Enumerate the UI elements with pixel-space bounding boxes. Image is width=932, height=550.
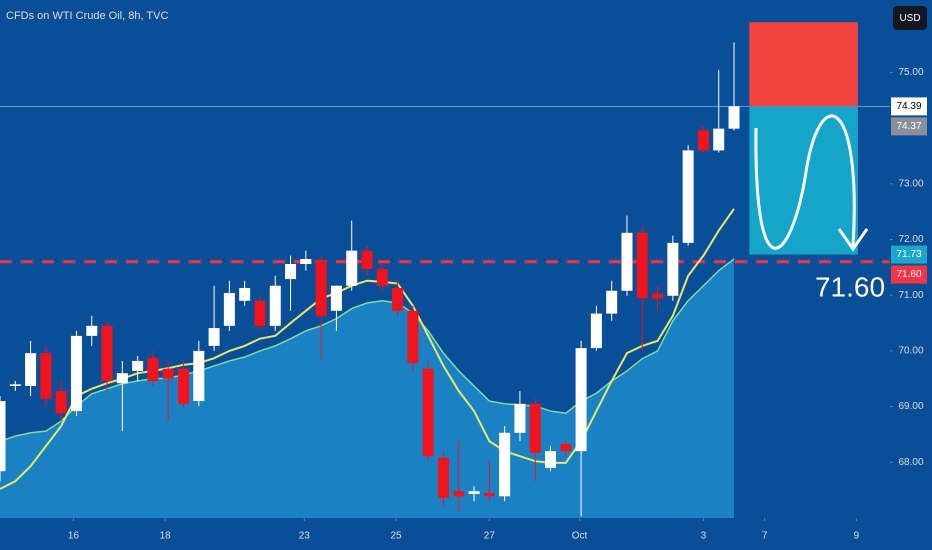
candle-body — [453, 491, 465, 497]
price-marker — [891, 97, 927, 116]
candle-body — [652, 293, 664, 299]
candle-body — [575, 348, 587, 452]
candle-body — [667, 242, 679, 296]
price-axis: 16 18 23 25 27 Oct 3 7 9 75.00 73.00 72.00 71.00 70.0… — [68, 67, 927, 542]
candle-body — [162, 368, 174, 379]
candle-body — [86, 325, 98, 336]
candle-body — [483, 492, 495, 497]
candle-body — [697, 130, 709, 151]
candle-body — [560, 443, 572, 452]
x-tick-label: Oct — [572, 531, 588, 542]
candle-body — [300, 259, 312, 265]
price-marker — [891, 245, 927, 264]
y-tick-label: 72.00 — [898, 234, 923, 245]
x-tick-label: 25 — [391, 531, 403, 542]
candle-body — [178, 368, 190, 404]
y-tick-label: 71.00 — [898, 290, 923, 301]
candle-body — [392, 287, 404, 311]
candle-body — [407, 310, 419, 364]
candle-body — [636, 232, 648, 298]
overlay — [754, 114, 869, 252]
currency-label: USD — [899, 13, 920, 24]
candle-body — [437, 457, 449, 498]
candle-body — [315, 260, 327, 316]
candle-body — [147, 358, 159, 381]
x-tick-label: 16 — [68, 531, 80, 542]
candle-body — [9, 384, 21, 386]
candle-body — [606, 290, 618, 314]
x-tick-label: 27 — [484, 531, 496, 542]
projection-arrowhead — [837, 228, 869, 252]
candle-body — [0, 401, 6, 472]
candle-body — [545, 451, 557, 468]
plot-area — [0, 22, 890, 518]
candle-body — [713, 128, 725, 151]
candle-body — [529, 403, 541, 453]
candle-body — [55, 391, 67, 414]
candle-body — [101, 325, 113, 381]
target-annotation: 71.60 — [815, 271, 885, 302]
candle-body — [361, 250, 373, 270]
candle-body — [193, 350, 205, 402]
x-tick-label: 18 — [160, 531, 172, 542]
projection-curve — [754, 114, 856, 250]
candle-body — [132, 360, 144, 371]
candle-body — [25, 353, 37, 386]
y-tick-label: 70.00 — [898, 346, 923, 357]
candle-body — [499, 432, 511, 497]
candle-body — [254, 300, 266, 326]
price-marker-label: 71.73 — [896, 249, 921, 260]
y-tick-label: 68.00 — [898, 457, 923, 468]
candle-body — [208, 328, 220, 346]
candle-body — [728, 106, 740, 129]
candle-body — [40, 353, 52, 399]
candle-body — [346, 250, 358, 286]
candle-body — [269, 285, 281, 326]
candle-body — [70, 335, 82, 412]
price-marker-label: 71.60 — [896, 269, 921, 280]
candle-body — [330, 285, 342, 311]
candle-body — [422, 368, 434, 457]
currency-button[interactable] — [893, 6, 927, 30]
candle-body — [116, 373, 128, 384]
stop-zone — [749, 22, 858, 107]
x-tick-label: 3 — [701, 531, 707, 542]
candle-body — [468, 491, 480, 495]
candle-body — [514, 403, 526, 433]
candle-body — [682, 150, 694, 243]
candle-body — [590, 313, 602, 349]
x-tick-label: 7 — [762, 531, 768, 542]
candle-body — [376, 269, 388, 286]
x-tick-label: 23 — [299, 531, 311, 542]
x-tick-label: 9 — [854, 531, 860, 542]
price-marker — [891, 265, 927, 284]
price-marker-label: 74.39 — [896, 101, 921, 112]
y-tick-label: 75.00 — [898, 67, 923, 78]
candle-body — [285, 264, 297, 280]
price-marker — [891, 117, 927, 136]
y-tick-label: 69.00 — [898, 401, 923, 412]
candle-body — [621, 232, 633, 291]
y-tick-label: 73.00 — [898, 178, 923, 189]
chart-title: CFDs on WTI Crude Oil, 8h, TVC — [6, 10, 168, 22]
candle-body — [223, 292, 235, 326]
price-marker-label: 74.37 — [896, 121, 921, 132]
candle-body — [239, 287, 251, 301]
